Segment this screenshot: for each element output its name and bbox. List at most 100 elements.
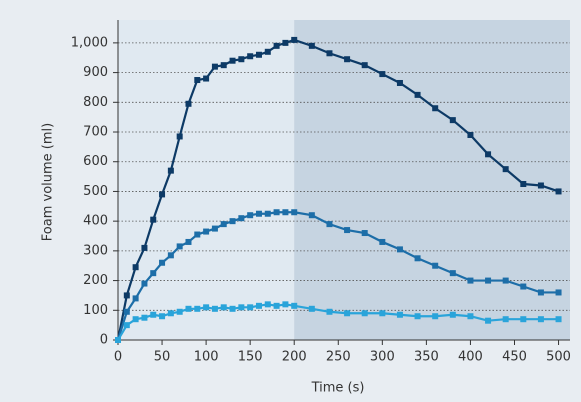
data-point — [167, 167, 174, 174]
data-point — [141, 244, 148, 251]
data-point — [194, 305, 201, 312]
y-tick-label: 600 — [83, 154, 108, 169]
data-point — [326, 50, 333, 57]
data-point — [194, 77, 201, 84]
data-point — [264, 301, 271, 308]
data-point — [150, 216, 157, 223]
data-point — [326, 221, 333, 228]
y-tick-label: 1,000 — [71, 35, 108, 50]
data-point — [203, 304, 210, 311]
data-point — [432, 313, 439, 320]
data-point — [308, 212, 315, 219]
data-point — [123, 292, 130, 299]
data-point — [282, 301, 289, 308]
data-point — [264, 48, 271, 55]
data-point — [247, 304, 254, 311]
data-point — [123, 322, 130, 329]
data-point — [502, 166, 509, 173]
data-point — [344, 227, 351, 234]
data-point — [211, 305, 218, 312]
data-point — [308, 305, 315, 312]
data-point — [432, 262, 439, 269]
data-point — [414, 91, 421, 98]
data-point — [132, 264, 139, 271]
data-point — [379, 238, 386, 245]
data-point — [238, 215, 245, 222]
data-point — [555, 188, 562, 195]
data-point — [361, 62, 368, 69]
y-tick-label: 200 — [83, 273, 108, 288]
data-point — [361, 230, 368, 237]
x-tick-label: 350 — [414, 350, 439, 365]
data-point — [211, 63, 218, 70]
data-point — [255, 210, 262, 217]
x-tick-label: 400 — [458, 350, 483, 365]
x-tick-label: 250 — [326, 350, 351, 365]
data-point — [432, 105, 439, 112]
data-point — [255, 302, 262, 309]
data-point — [176, 308, 183, 315]
data-point — [159, 191, 166, 198]
data-point — [203, 75, 210, 82]
data-point — [485, 151, 492, 158]
data-point — [159, 259, 166, 266]
data-point — [247, 53, 254, 60]
y-tick-label: 800 — [83, 95, 108, 110]
data-point — [194, 231, 201, 238]
y-tick-label: 0 — [100, 333, 108, 348]
data-point — [291, 302, 298, 309]
data-point — [308, 42, 315, 49]
data-point — [291, 36, 298, 43]
data-point — [361, 310, 368, 317]
y-tick-label: 100 — [83, 303, 108, 318]
data-point — [220, 62, 227, 69]
data-point — [537, 182, 544, 189]
data-point — [185, 100, 192, 107]
x-tick-label: 100 — [194, 350, 219, 365]
data-point — [485, 317, 492, 324]
data-point — [220, 221, 227, 228]
data-point — [282, 209, 289, 216]
data-point — [238, 56, 245, 63]
x-tick-label: 450 — [502, 350, 527, 365]
x-axis-label: Time (s) — [311, 381, 365, 396]
data-point — [326, 308, 333, 315]
data-point — [396, 311, 403, 318]
data-point — [273, 302, 280, 309]
y-tick-label: 900 — [83, 65, 108, 80]
data-point — [396, 246, 403, 253]
data-point — [255, 51, 262, 58]
data-point — [123, 308, 130, 315]
data-point — [537, 316, 544, 323]
data-point — [467, 277, 474, 284]
data-point — [520, 181, 527, 188]
data-point — [229, 57, 236, 64]
data-point — [502, 277, 509, 284]
data-point — [555, 316, 562, 323]
data-point — [344, 310, 351, 317]
data-point — [467, 131, 474, 138]
data-point — [150, 270, 157, 277]
x-tick-label: 0 — [114, 350, 122, 365]
x-tick-label: 200 — [282, 350, 307, 365]
x-tick-label: 150 — [238, 350, 263, 365]
data-point — [203, 228, 210, 235]
data-point — [555, 289, 562, 296]
data-point — [141, 280, 148, 287]
data-point — [379, 71, 386, 78]
data-point — [185, 238, 192, 245]
data-point — [229, 305, 236, 312]
data-point — [264, 210, 271, 217]
data-point — [176, 133, 183, 140]
data-point — [449, 270, 456, 277]
data-point — [520, 316, 527, 323]
y-tick-label: 400 — [83, 214, 108, 229]
data-point — [150, 311, 157, 318]
data-point — [167, 310, 174, 317]
x-tick-label: 500 — [546, 350, 571, 365]
data-point — [176, 243, 183, 250]
data-point — [502, 316, 509, 323]
data-point — [220, 304, 227, 311]
data-point — [396, 79, 403, 86]
